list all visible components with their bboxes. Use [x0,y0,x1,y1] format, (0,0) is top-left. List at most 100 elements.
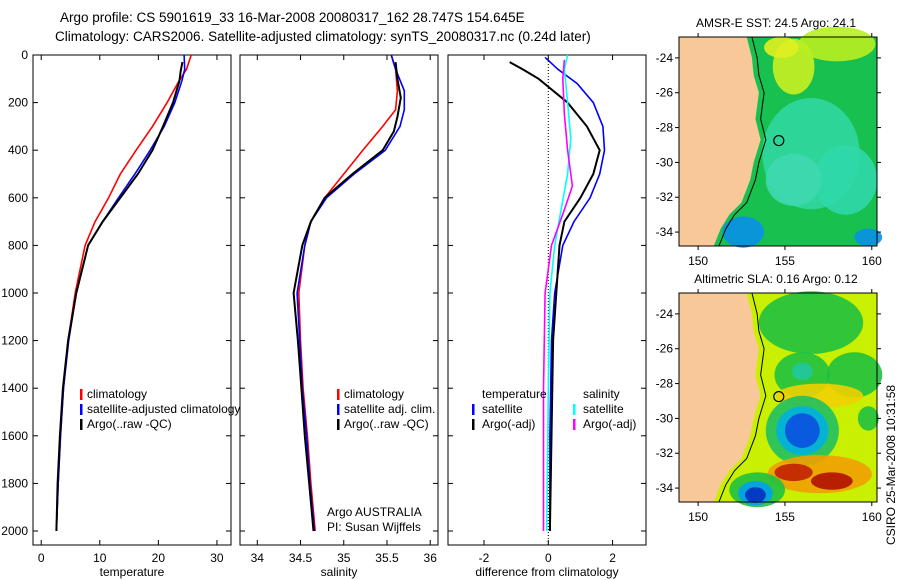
argo-location-marker [773,390,785,403]
axes-box [447,54,647,546]
x-tick-label: 34.5 [289,551,313,565]
sla-map: Altimetric SLA: 0.16 Argo: 0.12 -24 -26 -28… [656,272,883,524]
lat-tick-label: -34 [656,481,674,495]
field-patch [857,406,879,431]
y-tick-label: 400 [8,143,28,157]
field-patch [798,26,876,62]
map-title: AMSR-E SST: 24.5 Argo: 24.1 [696,16,856,30]
field-patch [774,463,813,482]
isobath-contour [718,292,767,503]
x-tick-label: 0 [38,551,45,565]
lon-tick-label: 155 [775,510,795,524]
lon-tick-label: 160 [862,510,882,524]
legend-label: Argo(..raw -QC) [87,417,172,431]
series-line-climatology [297,54,399,532]
sst-map: AMSR-E SST: 24.5 Argo: 24.1 -24 -26 -28 -30 -… [656,16,883,268]
legend-label: climatology [344,387,404,401]
y-tick-label: 2000 [1,524,28,538]
series-line-argo-raw-qc- [55,61,184,532]
argo-location-marker [773,134,785,147]
lat-tick-label: -32 [656,190,674,204]
x-tick-label: 35 [337,551,351,565]
legend-label: Argo(-adj) [583,417,636,431]
legend-label: Argo(-adj) [482,417,535,431]
panel-temperature-profile: 0 10 20 30 temperature 0 200 400 600 800 1000 1200 1… [1,48,240,579]
lat-tick-label: -26 [656,86,674,100]
x-axis-label: temperature [100,565,165,579]
legend-swatch [337,404,340,415]
map-frame [678,36,878,247]
y-tick-label: 1600 [1,429,28,443]
legend-label: climatology [87,387,147,401]
series-line-argo-raw-qc- [292,61,402,532]
field-patch [765,153,822,206]
title-line-2: Climatology: CARS2006. Satellite-adjuste… [55,29,591,44]
y-tick-label: 800 [8,238,28,252]
x-tick-label: 2 [609,551,616,565]
field-patch [784,413,820,448]
x-tick-label: 0 [545,551,552,565]
lat-tick-label: -30 [656,155,674,169]
legend-swatch [573,404,576,415]
field-patch [854,228,883,246]
field-patch [722,216,765,248]
lat-tick-label: -24 [656,307,674,321]
lat-tick-label: -34 [656,225,674,239]
x-tick-label: 20 [152,551,166,565]
field-patch [744,487,766,503]
lon-tick-label: 160 [862,254,882,268]
legend-swatch [337,419,340,430]
series-line-salinity-satellite [545,54,572,532]
series-line-temperature-argo-adj- [509,61,601,532]
series-line-temperature-satellite [544,56,606,531]
lat-tick-label: -30 [656,411,674,425]
legend-group-title: salinity [583,387,620,401]
land-australia [679,293,761,502]
field-patch [758,291,864,354]
profile-panels: 0 10 20 30temperature0200400600800100012001… [1,48,647,579]
x-axis-label: salinity [321,565,358,579]
field-patch [814,145,878,215]
legend-swatch [472,404,475,415]
timestamp-stamp: CSIRO 25-Mar-2008 10:31:58 [884,385,898,545]
legend-label: Argo(..raw -QC) [344,417,429,431]
series-line-satellite-adj-clim- [296,54,406,532]
lon-tick-label: 155 [775,254,795,268]
y-tick-label: 600 [8,191,28,205]
x-tick-label: -2 [479,551,490,565]
pi-credit: PI: Susan Wijffels [327,520,421,534]
axes-box [239,54,439,546]
legend-label: satellite [482,402,523,416]
x-tick-label: 35.5 [375,551,399,565]
x-tick-label: 34 [251,551,265,565]
y-tick-label: 0 [21,48,28,62]
title-line-1: Argo profile: CS 5901619_33 16-Mar-2008 … [60,10,525,25]
land-australia [679,37,761,246]
legend-swatch [80,419,83,430]
legend-swatch [573,419,576,430]
x-axis-label: difference from climatology [475,565,618,579]
isobath-contour [718,36,767,247]
lat-tick-label: -28 [656,377,674,391]
x-tick-label: 30 [210,551,224,565]
field-patch [810,472,853,490]
lon-tick-label: 150 [688,254,708,268]
y-tick-label: 200 [8,96,28,110]
agency-credit: Argo AUSTRALIA [327,505,422,519]
legend-label: satellite-adjusted climatology [87,402,240,416]
series-line-salinity-argo-adj- [542,59,574,531]
y-tick-label: 1000 [1,286,28,300]
legend-swatch [80,404,83,415]
legend-swatch [80,389,83,400]
axes-box [32,54,232,546]
lat-tick-label: -28 [656,121,674,135]
y-tick-label: 1200 [1,334,28,348]
legend-label: satellite adj. clim. [344,402,435,416]
lat-tick-label: -32 [656,446,674,460]
y-tick-label: 1800 [1,476,28,490]
field-patch [791,362,813,381]
legend-label: satellite [583,402,624,416]
legend-swatch [472,419,475,430]
